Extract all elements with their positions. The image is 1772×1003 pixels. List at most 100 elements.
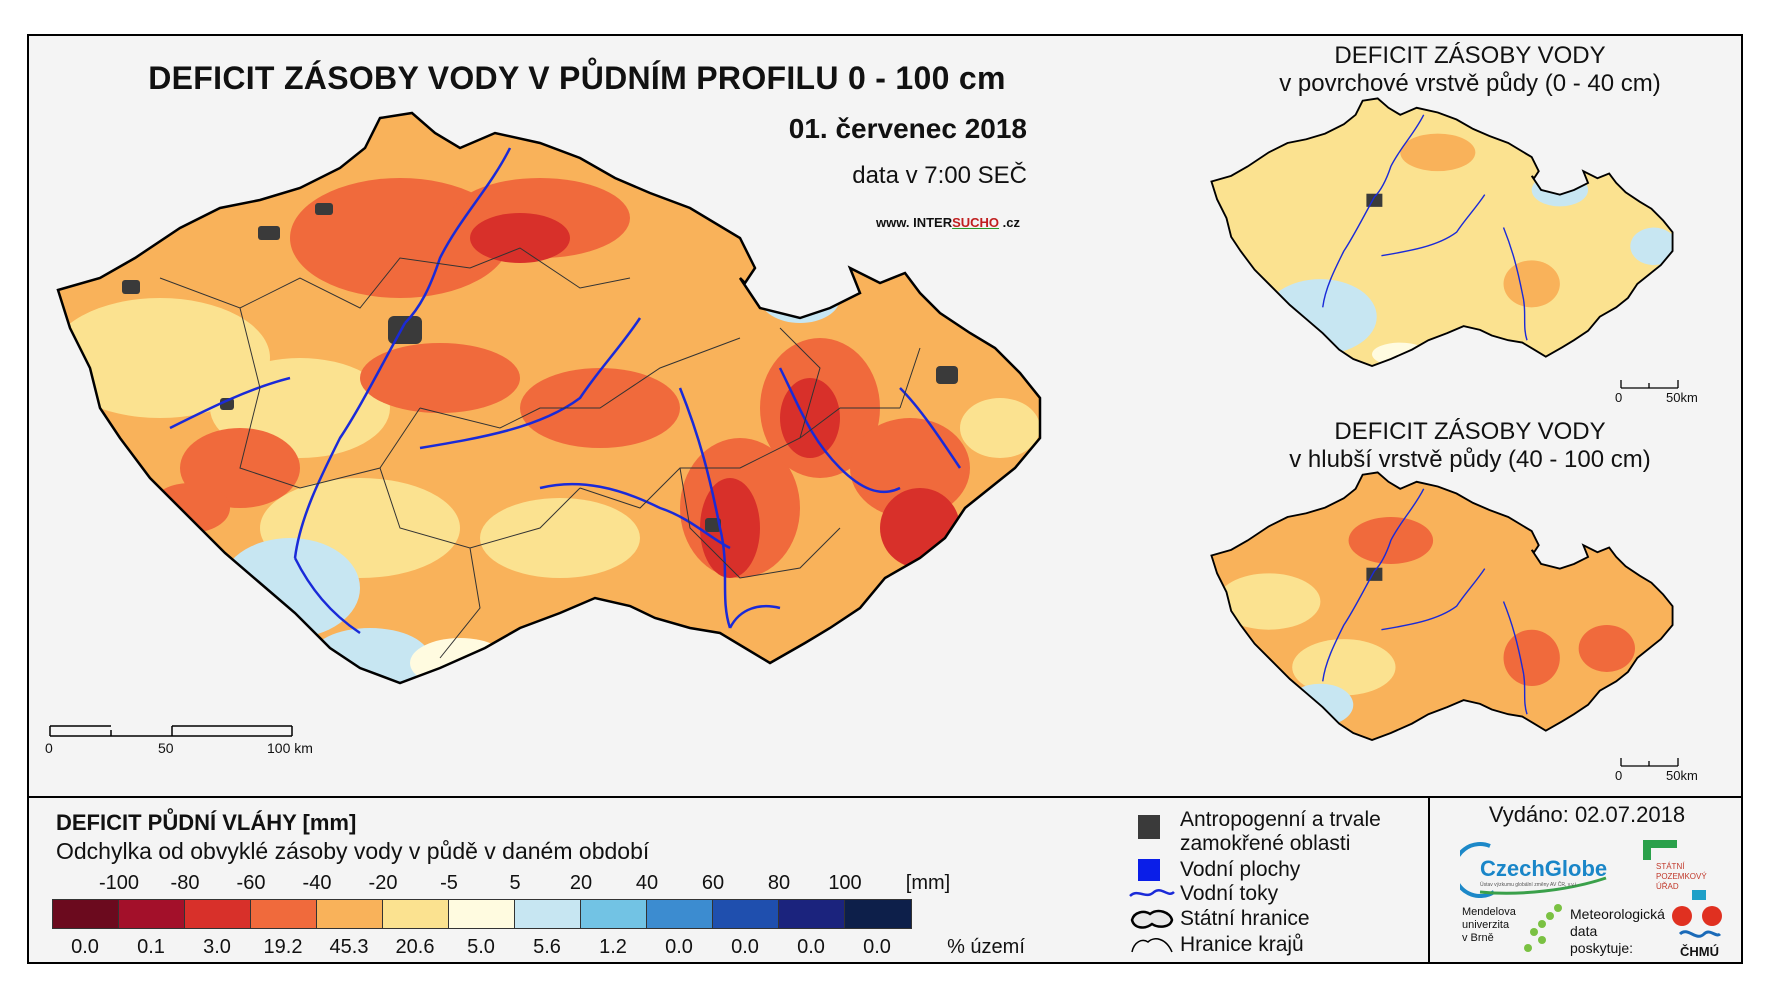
legend-unit: [mm]: [905, 872, 951, 894]
inset-top-scale-50: 50km: [1666, 390, 1698, 405]
state-border-label: Státní hranice: [1180, 907, 1310, 930]
legend-tick: -40: [302, 872, 332, 894]
czechglobe-sub: Ústav výzkumu globální změny AV ČR, v.v.…: [1480, 882, 1578, 888]
mendel-label-line2: univerzita: [1462, 919, 1510, 931]
spu-label-line1: STÁTNÍ: [1656, 862, 1685, 871]
anthropogenic-label-line2: zamokřené oblasti: [1180, 832, 1351, 855]
legend-pct: 1.2: [599, 936, 627, 958]
legend-tick: 40: [635, 872, 659, 894]
legend-class-swatch: [185, 900, 251, 928]
legend-colorbar: [52, 899, 912, 929]
legend-pct: 5.0: [467, 936, 495, 958]
legend-pct: 0.0: [71, 936, 99, 958]
spu-label-line3: ÚŘAD: [1656, 882, 1679, 891]
legend-class-swatch: [251, 900, 317, 928]
legend-pct: 0.0: [665, 936, 693, 958]
legend-class-swatch: [53, 900, 119, 928]
spu-label-line2: POZEMKOVÝ: [1656, 872, 1707, 881]
legend-class-swatch: [845, 900, 911, 928]
legend-pct: 19.2: [263, 936, 303, 958]
legend-pct-label: % území: [947, 936, 1025, 958]
legend-class-swatch: [383, 900, 449, 928]
legend-tick: 80: [767, 872, 791, 894]
website-link[interactable]: www. INTERSUCHO .cz: [876, 215, 1020, 230]
legend-tick: 100: [828, 872, 862, 894]
inset-map-surface: [1210, 97, 1674, 367]
main-title: DEFICIT ZÁSOBY VODY V PŮDNÍM PROFILU 0 -…: [148, 60, 1006, 96]
legend-pct: 20.6: [395, 936, 435, 958]
mendel-label: Mendelova univerzita v Brně: [1462, 906, 1516, 945]
region-border-icon: [1131, 938, 1173, 953]
legend-pct: 45.3: [329, 936, 369, 958]
legend-pct: 0.1: [137, 936, 165, 958]
legend-subtitle: Odchylka od obvyklé zásoby vody v půdě v…: [56, 838, 650, 864]
legend-pct: 5.6: [533, 936, 561, 958]
legend-class-swatch: [647, 900, 713, 928]
issued-date: Vydáno: 02.07.2018: [1488, 802, 1686, 827]
mendel-logo-icon: [1524, 904, 1562, 952]
state-border-icon: [1130, 909, 1174, 929]
website-suffix: .cz: [999, 215, 1020, 230]
legend-class-swatch: [317, 900, 383, 928]
spu-label: STÁTNÍ POZEMKOVÝ ÚŘAD: [1656, 862, 1707, 892]
legend-tick: -5: [440, 872, 458, 894]
inset-bottom-title: DEFICIT ZÁSOBY VODY v hlubší vrstvě půdy…: [1190, 418, 1750, 474]
legend-tick: -80: [170, 872, 200, 894]
inset-bottom-scale-0: 0: [1615, 768, 1623, 783]
legend-class-swatch: [119, 900, 185, 928]
chmu-logo-icon: [1672, 890, 1722, 938]
legend-title: DEFICIT PŮDNÍ VLÁHY [mm]: [56, 810, 357, 835]
main-map: [56, 111, 1042, 685]
legend-tick: 60: [701, 872, 725, 894]
czechglobe-label: CzechGlobe: [1480, 856, 1608, 881]
website-prefix: www. INTER: [876, 215, 953, 230]
mendel-label-line1: Mendelova: [1462, 906, 1516, 918]
inset-top-title-line2: v povrchové vrstvě půdy (0 - 40 cm): [1279, 70, 1661, 97]
legend-tick: -100: [98, 872, 140, 894]
scalebar-label-50: 50: [158, 740, 174, 756]
inset-bottom-title-line1: DEFICIT ZÁSOBY VODY: [1334, 418, 1606, 445]
legend-class-swatch: [449, 900, 515, 928]
czechglobe-logo-icon: [1460, 842, 1607, 898]
legend-tick: -20: [368, 872, 398, 894]
spu-logo-icon: [1643, 840, 1677, 860]
legend-class-swatch: [515, 900, 581, 928]
anthropogenic-label-line1: Antropogenní a trvale: [1180, 808, 1381, 831]
legend-tick: -60: [236, 872, 266, 894]
region-border-label: Hranice krajů: [1180, 933, 1304, 956]
legend-tick: 20: [569, 872, 593, 894]
legend-pct: 3.0: [203, 936, 231, 958]
inset-top-title-line1: DEFICIT ZÁSOBY VODY: [1334, 42, 1606, 69]
logo-divider: [1428, 796, 1430, 964]
legend-class-swatch: [713, 900, 779, 928]
inset-bottom-scale-50: 50km: [1666, 768, 1698, 783]
inset-top-scale-0: 0: [1615, 390, 1623, 405]
legend-pct: 0.0: [731, 936, 759, 958]
mendel-label-line3: v Brně: [1462, 932, 1494, 944]
meteo-label-line3: poskytuje:: [1570, 940, 1634, 956]
river-line-icon: [1129, 889, 1175, 897]
legend-pct: 0.0: [863, 936, 891, 958]
anthropogenic-swatch: [1138, 815, 1160, 839]
scalebar-label-100: 100 km: [267, 740, 313, 756]
meteo-label-line1: Meteorologická: [1570, 906, 1665, 922]
water-body-swatch: [1138, 859, 1160, 881]
inset-map-deep: [1210, 471, 1674, 741]
legend-class-swatch: [779, 900, 845, 928]
data-time: data v 7:00 SEČ: [852, 162, 1027, 189]
anthropogenic-label: Antropogenní a trvale zamokřené oblasti: [1180, 808, 1381, 856]
legend-class-swatch: [581, 900, 647, 928]
meteo-label: Meteorologická data poskytuje:: [1570, 906, 1665, 957]
inset-bottom-title-line2: v hlubší vrstvě půdy (40 - 100 cm): [1289, 446, 1651, 473]
water-bodies-label: Vodní plochy: [1180, 858, 1301, 881]
scalebar-label-0: 0: [45, 740, 53, 756]
inset-top-title: DEFICIT ZÁSOBY VODY v povrchové vrstvě p…: [1190, 42, 1750, 98]
legend-tick: 5: [509, 872, 521, 894]
legend-pct: 0.0: [797, 936, 825, 958]
rivers-label: Vodní toky: [1180, 882, 1279, 905]
website-highlight: SUCHO: [952, 215, 1000, 230]
legend-divider: [27, 796, 1743, 798]
map-date: 01. červenec 2018: [788, 113, 1027, 144]
chmu-label: ČHMÚ: [1680, 944, 1719, 959]
meteo-label-line2: data: [1570, 923, 1598, 939]
